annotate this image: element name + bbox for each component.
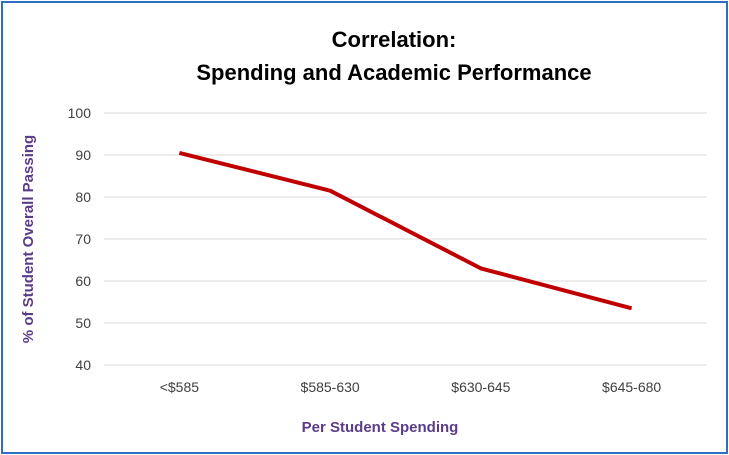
x-tick-label: <$585 — [160, 379, 200, 395]
y-axis-title: % of Student Overall Passing — [20, 135, 37, 343]
series-line — [178, 150, 633, 311]
x-axis-ticks: <$585 $585-630 $630-645 $645-680 — [160, 379, 662, 395]
chart-title-line-2: Spending and Academic Performance — [196, 60, 591, 85]
y-tick-label: 90 — [75, 147, 91, 163]
y-axis-ticks: 40 50 60 70 80 90 100 — [68, 105, 92, 373]
gridlines — [104, 112, 707, 366]
x-axis-title: Per Student Spending — [302, 419, 459, 436]
y-tick-label: 80 — [75, 189, 91, 205]
x-tick-label: $645-680 — [602, 379, 661, 395]
y-tick-label: 100 — [68, 105, 92, 121]
y-tick-label: 40 — [75, 357, 91, 373]
x-tick-label: $585-630 — [301, 379, 360, 395]
y-tick-label: 50 — [75, 315, 91, 331]
series-layer — [178, 150, 633, 311]
y-tick-label: 70 — [75, 231, 91, 247]
chart-title-line-1: Correlation: — [332, 27, 457, 52]
x-tick-label: $630-645 — [451, 379, 510, 395]
y-tick-label: 60 — [75, 273, 91, 289]
